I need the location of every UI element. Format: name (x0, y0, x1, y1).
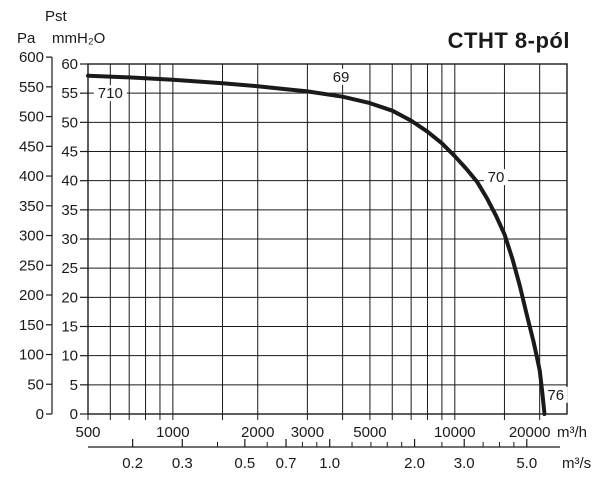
pa-tick-label: 100 (19, 347, 44, 364)
flow-m3h-tick-label: 2000 (241, 424, 274, 441)
pa-tick-label: 150 (19, 317, 44, 334)
flow-m3h-tick-label: 1000 (156, 424, 189, 441)
pa-tick-label: 500 (19, 109, 44, 126)
flow-m3s-tick-label: 0.3 (172, 455, 193, 472)
curve-label-mask (543, 386, 568, 403)
pa-tick-label: 550 (19, 79, 44, 96)
flow-m3s-tick-label: 5.0 (516, 455, 537, 472)
pa-tick-label: 50 (27, 376, 44, 393)
mmh2o-tick-label: 30 (61, 231, 78, 248)
flow-m3s-tick-label: 2.0 (404, 455, 425, 472)
pa-tick-label: 600 (19, 49, 44, 66)
flow-m3s-tick-label: 0.5 (234, 455, 255, 472)
flow-m3s-tick-label: 0.2 (122, 455, 143, 472)
mmh2o-tick-label: 25 (61, 260, 78, 277)
mmh2o-tick-label: 0 (70, 406, 78, 423)
mmh2o-tick-label: 15 (61, 319, 78, 336)
pa-tick-label: 200 (19, 287, 44, 304)
mmh2o-tick-label: 50 (61, 114, 78, 131)
mmh2o-tick-label: 60 (61, 56, 78, 73)
flow-m3h-tick-label: 10000 (434, 424, 476, 441)
mmh2o-tick-label: 55 (61, 85, 78, 102)
pa-tick-label: 450 (19, 138, 44, 155)
mmh2o-tick-label: 5 (70, 377, 78, 394)
flow-m3s-tick-label: 3.0 (454, 455, 475, 472)
flow-m3h-tick-label: 500 (75, 424, 100, 441)
flow-m3s-tick-label: 0.7 (276, 455, 297, 472)
curve-label-mask (484, 169, 509, 186)
curve-label-76: 76 (547, 387, 564, 404)
chart-title: CTHT 8-pól (447, 28, 570, 53)
pst-axis-title: Pst (45, 8, 67, 25)
curve-label-69: 69 (333, 69, 350, 86)
flow-m3h-tick-label: 5000 (353, 424, 386, 441)
mmh2o-unit-label: mmH₂O (52, 30, 106, 47)
flow-m3h-tick-label: 20000 (509, 424, 551, 441)
mmh2o-tick-label: 10 (61, 348, 78, 365)
flow-unit-m3s-label: m³/s (562, 455, 592, 472)
curve-label-710: 710 (98, 85, 123, 102)
pa-tick-label: 250 (19, 257, 44, 274)
mmh2o-tick-label: 20 (61, 289, 78, 306)
curve-label-70: 70 (488, 169, 505, 186)
curve-label-mask (93, 85, 127, 102)
mmh2o-tick-label: 40 (61, 173, 78, 190)
flow-m3s-tick-label: 1.0 (319, 455, 340, 472)
pa-tick-label: 0 (36, 406, 44, 423)
pa-tick-label: 400 (19, 168, 44, 185)
pa-tick-label: 350 (19, 198, 44, 215)
flow-m3h-tick-label: 3000 (291, 424, 324, 441)
pa-unit-label: Pa (17, 30, 36, 47)
mmh2o-tick-label: 35 (61, 202, 78, 219)
pa-tick-label: 300 (19, 228, 44, 245)
flow-unit-m3h-label: m³/h (557, 424, 587, 441)
pressure-curve (86, 73, 547, 416)
curve-label-mask (329, 68, 354, 85)
mmh2o-tick-label: 45 (61, 144, 78, 161)
